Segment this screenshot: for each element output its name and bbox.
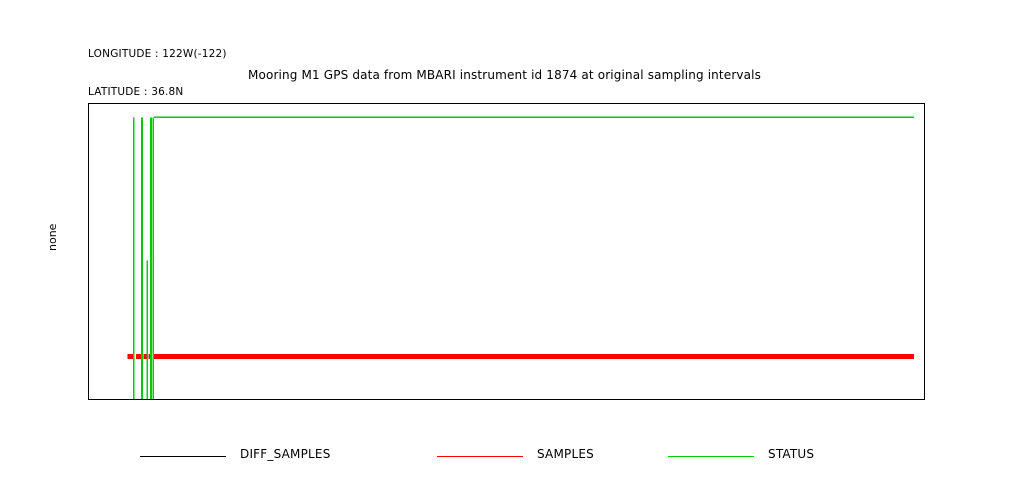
legend-label: STATUS	[768, 447, 815, 461]
legend-line-icon	[668, 456, 754, 457]
plot-area: 0.10.20.30.40.50.60.JULAUGSEPOCTNOVDECJA…	[88, 103, 925, 400]
chart-legend: DIFF_SAMPLES SAMPLES STATUS	[0, 447, 1009, 471]
series-lines	[127, 116, 914, 399]
legend-line-icon	[437, 456, 523, 457]
y-axis-title: none	[46, 223, 59, 251]
legend-line-icon	[140, 456, 226, 457]
latitude-text: LATITUDE : 36.8N	[88, 85, 184, 98]
longitude-text: LONGITUDE : 122W(-122)	[88, 48, 227, 61]
chart-title: Mooring M1 GPS data from MBARI instrumen…	[247, 68, 762, 82]
legend-label: DIFF_SAMPLES	[240, 447, 331, 461]
legend-label: SAMPLES	[537, 447, 594, 461]
